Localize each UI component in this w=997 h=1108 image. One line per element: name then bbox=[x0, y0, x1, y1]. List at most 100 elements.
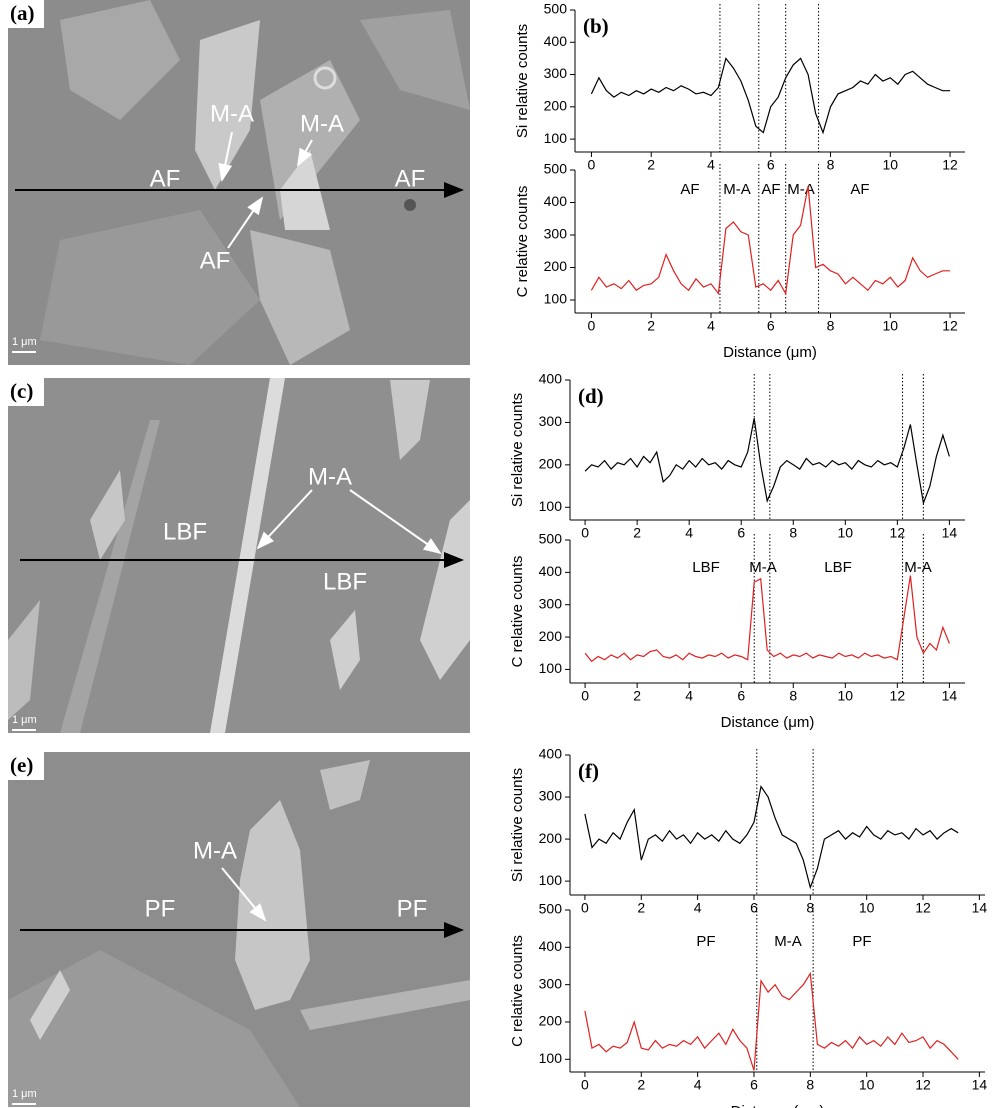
x-tick-label: 4 bbox=[707, 157, 715, 173]
y-axis-label: Si relative counts bbox=[514, 24, 531, 138]
y-tick-label: 300 bbox=[539, 788, 563, 804]
x-tick-label: 4 bbox=[707, 318, 715, 334]
y-axis-label: C relative counts bbox=[509, 935, 526, 1047]
x-axis-label: Distance (μm) bbox=[723, 344, 817, 361]
x-tick-label: 6 bbox=[750, 1077, 758, 1093]
region-label: PF bbox=[696, 933, 715, 950]
panel-label: (b) bbox=[583, 14, 609, 38]
x-tick-label: 10 bbox=[859, 900, 875, 916]
y-tick-label: 500 bbox=[544, 1, 568, 17]
panel-label: (a) bbox=[10, 1, 35, 25]
line-charts: 100200300400500024681012Si relative coun… bbox=[509, 1, 987, 1108]
phase-label: PF bbox=[397, 895, 428, 922]
x-tick-label: 2 bbox=[633, 688, 641, 704]
y-tick-label: 100 bbox=[539, 872, 563, 888]
y-tick-label: 400 bbox=[539, 371, 563, 387]
y-tick-label: 500 bbox=[539, 901, 563, 917]
x-tick-label: 14 bbox=[972, 1077, 988, 1093]
x-tick-label: 0 bbox=[588, 318, 596, 334]
region-label: AF bbox=[850, 181, 869, 198]
scale-label: 1 μm bbox=[12, 1088, 37, 1100]
y-tick-label: 200 bbox=[539, 628, 563, 644]
x-tick-label: 12 bbox=[942, 318, 958, 334]
y-axis-label: Si relative counts bbox=[509, 393, 526, 507]
phase-label: M-A bbox=[193, 837, 237, 864]
panel-label: (c) bbox=[10, 379, 33, 403]
x-tick-label: 2 bbox=[633, 525, 641, 541]
y-tick-label: 400 bbox=[539, 563, 563, 579]
phase-label: M-A bbox=[308, 463, 352, 490]
region-label: M-A bbox=[904, 559, 932, 576]
data-line bbox=[585, 576, 949, 662]
x-axis-label: Distance (μm) bbox=[721, 714, 815, 731]
region-label: AF bbox=[761, 181, 780, 198]
scale-label: 1 μm bbox=[12, 714, 37, 726]
region-label: LBF bbox=[692, 559, 720, 576]
x-tick-label: 12 bbox=[890, 688, 906, 704]
y-tick-label: 300 bbox=[539, 595, 563, 611]
x-tick-label: 2 bbox=[637, 900, 645, 916]
x-tick-label: 8 bbox=[827, 157, 835, 173]
x-tick-label: 0 bbox=[581, 1077, 589, 1093]
y-tick-label: 400 bbox=[539, 938, 563, 954]
y-tick-label: 500 bbox=[544, 161, 568, 177]
y-tick-label: 200 bbox=[539, 456, 563, 472]
phase-label: LBF bbox=[323, 568, 367, 595]
x-tick-label: 10 bbox=[859, 1077, 875, 1093]
y-tick-label: 300 bbox=[539, 975, 563, 991]
y-tick-label: 100 bbox=[544, 291, 568, 307]
x-tick-label: 0 bbox=[581, 900, 589, 916]
x-tick-label: 0 bbox=[581, 525, 589, 541]
phase-label: PF bbox=[145, 895, 176, 922]
x-tick-label: 6 bbox=[767, 157, 775, 173]
panel-label: (f) bbox=[578, 759, 599, 783]
y-tick-label: 200 bbox=[539, 830, 563, 846]
y-axis-label: C relative counts bbox=[514, 186, 531, 298]
panel-label: (e) bbox=[10, 753, 33, 777]
x-tick-label: 0 bbox=[588, 157, 596, 173]
x-tick-label: 12 bbox=[915, 900, 931, 916]
x-axis-label: Distance (μm) bbox=[731, 1103, 825, 1108]
x-tick-label: 8 bbox=[789, 688, 797, 704]
x-tick-label: 4 bbox=[685, 525, 693, 541]
data-line bbox=[585, 787, 958, 888]
y-axis-label: Si relative counts bbox=[509, 768, 526, 882]
data-line bbox=[591, 58, 950, 132]
region-label: LBF bbox=[824, 559, 852, 576]
data-line bbox=[591, 186, 950, 293]
phase-label: AF bbox=[200, 247, 231, 274]
y-tick-label: 500 bbox=[539, 531, 563, 547]
x-tick-label: 10 bbox=[838, 688, 854, 704]
figure: 100200300400500024681012Si relative coun… bbox=[0, 0, 997, 1108]
y-tick-label: 100 bbox=[539, 498, 563, 514]
region-label: M-A bbox=[723, 181, 751, 198]
phase-label: AF bbox=[150, 165, 181, 192]
y-tick-label: 200 bbox=[544, 98, 568, 114]
y-tick-label: 200 bbox=[539, 1013, 563, 1029]
phase-label: LBF bbox=[163, 518, 207, 545]
x-tick-label: 2 bbox=[647, 157, 655, 173]
x-tick-label: 10 bbox=[882, 318, 898, 334]
x-tick-label: 4 bbox=[694, 900, 702, 916]
x-tick-label: 14 bbox=[942, 525, 958, 541]
y-tick-label: 300 bbox=[539, 413, 563, 429]
y-tick-label: 400 bbox=[544, 193, 568, 209]
y-tick-label: 400 bbox=[539, 746, 563, 762]
x-tick-label: 12 bbox=[915, 1077, 931, 1093]
x-tick-label: 10 bbox=[838, 525, 854, 541]
phase-label: AF bbox=[395, 165, 426, 192]
y-tick-label: 200 bbox=[544, 258, 568, 274]
region-label: M-A bbox=[787, 181, 815, 198]
y-tick-label: 100 bbox=[539, 660, 563, 676]
x-tick-label: 2 bbox=[647, 318, 655, 334]
x-tick-label: 8 bbox=[789, 525, 797, 541]
region-label: M-A bbox=[774, 933, 802, 950]
y-tick-label: 300 bbox=[544, 65, 568, 81]
x-tick-label: 12 bbox=[942, 157, 958, 173]
panel-label: (d) bbox=[578, 384, 604, 408]
x-tick-label: 6 bbox=[737, 525, 745, 541]
y-tick-label: 400 bbox=[544, 33, 568, 49]
x-tick-label: 14 bbox=[972, 900, 988, 916]
region-label: AF bbox=[680, 181, 699, 198]
x-tick-label: 6 bbox=[737, 688, 745, 704]
